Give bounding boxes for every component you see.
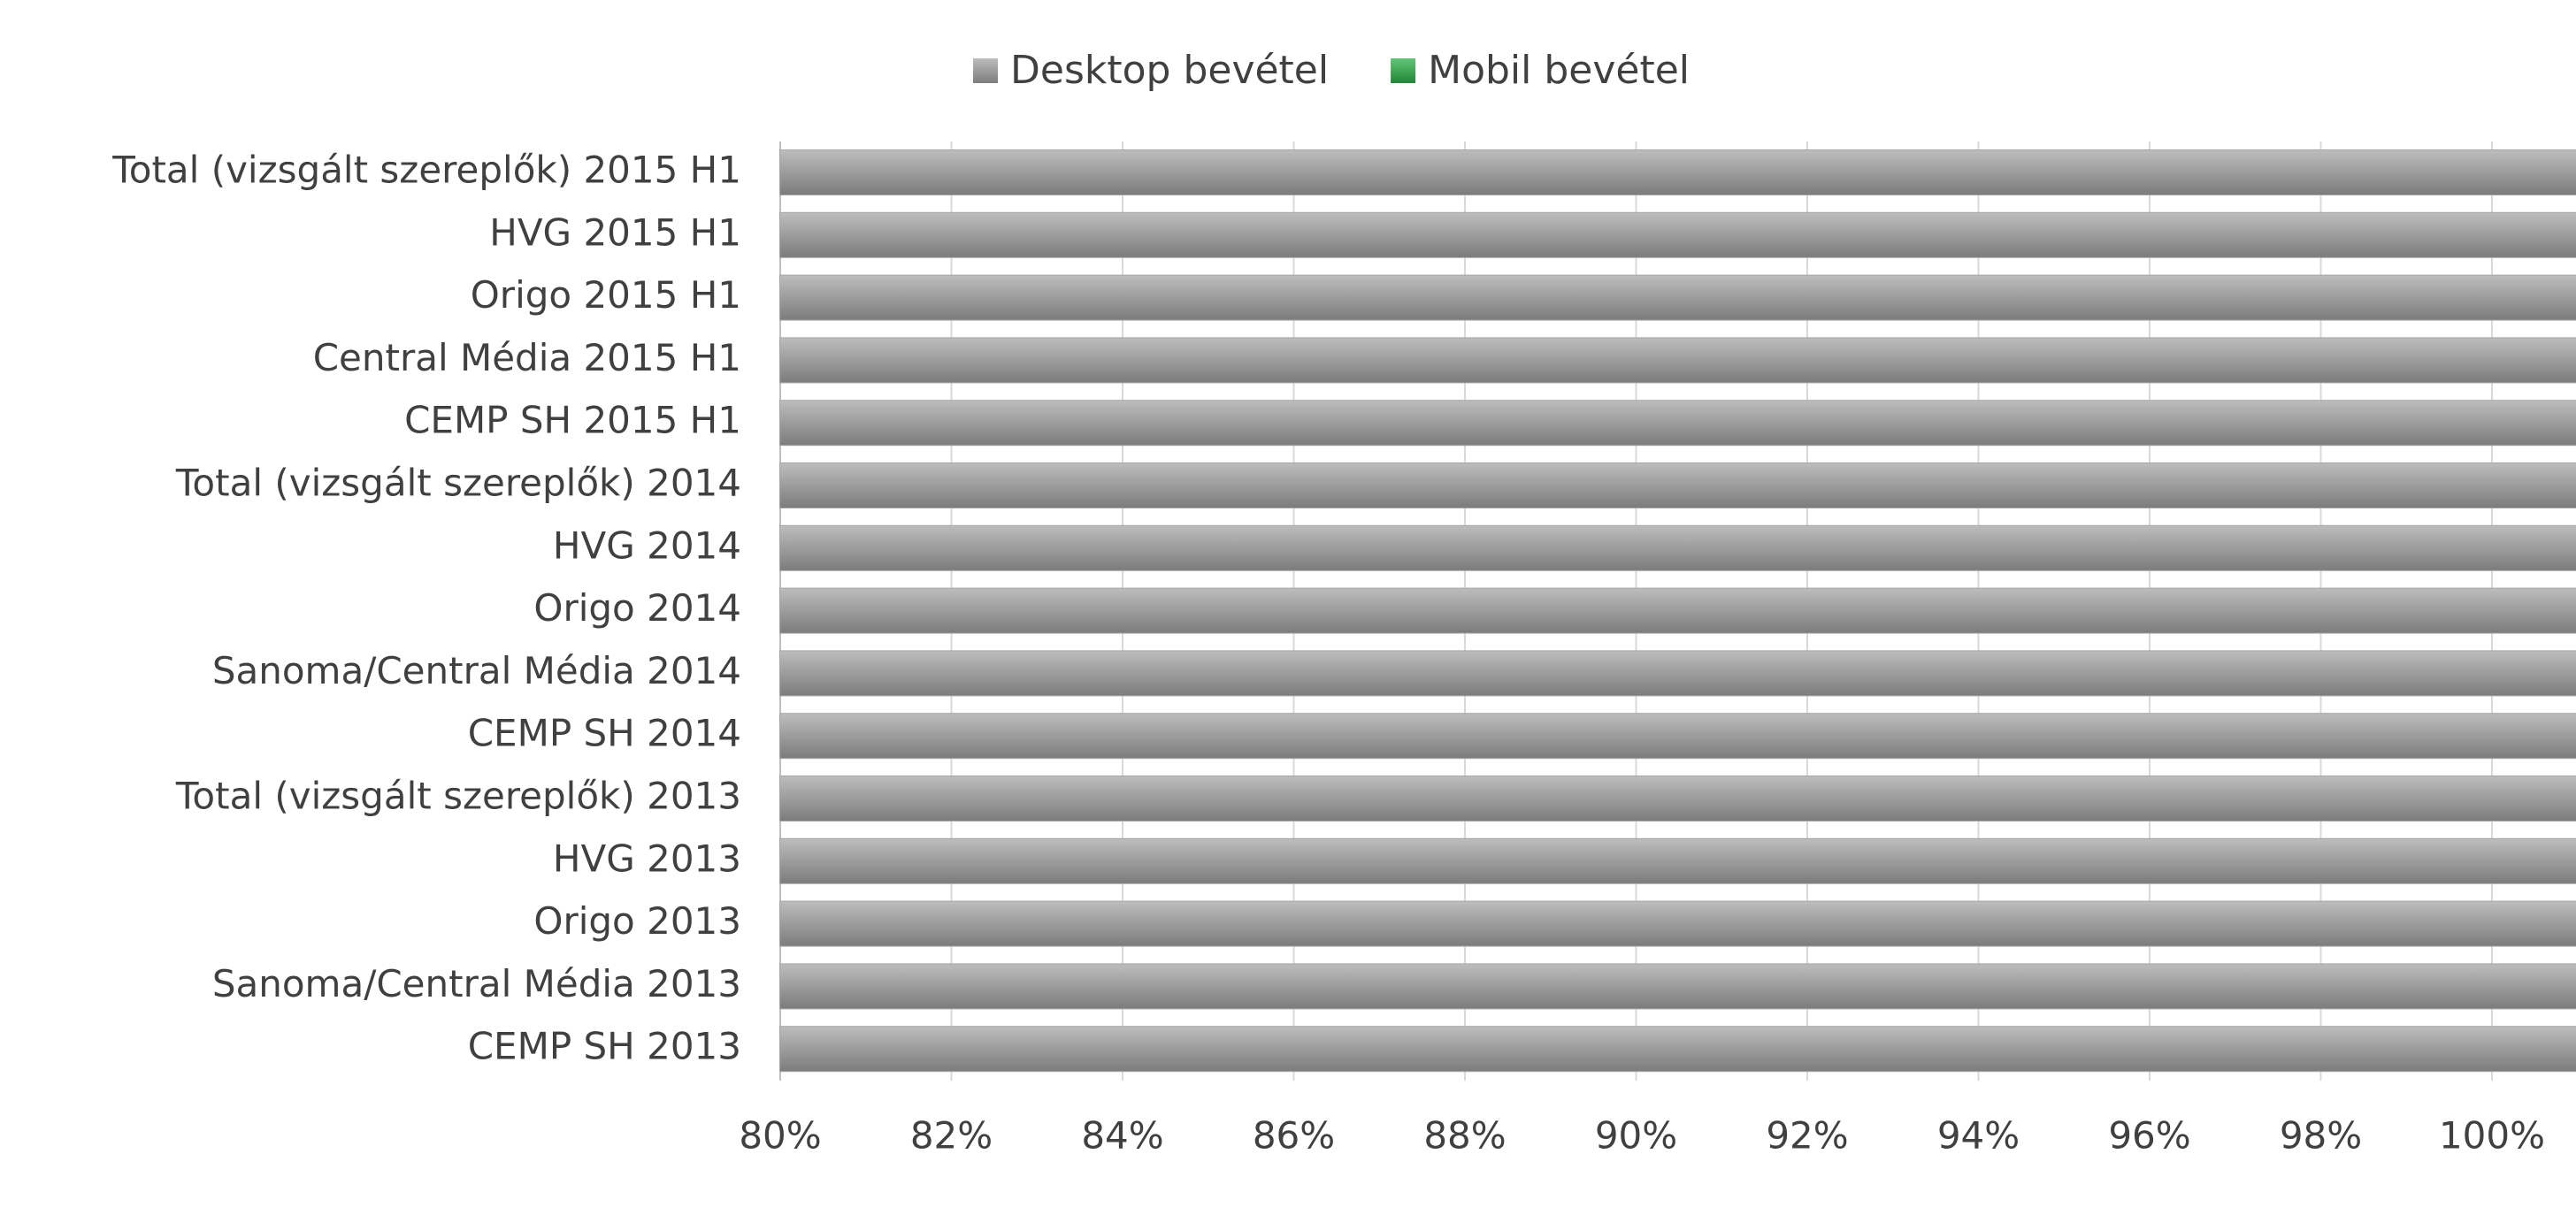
bar-shade — [780, 714, 2576, 759]
x-tick-label: 100% — [2439, 1114, 2545, 1158]
bar-shade — [780, 1027, 2576, 1072]
x-tick-label: 86% — [1253, 1114, 1335, 1158]
y-tick-label: Total (vizsgált szereplők) 2013 — [175, 775, 741, 818]
y-tick-label: HVG 2013 — [553, 837, 741, 880]
y-tick-label: CEMP SH 2013 — [468, 1025, 741, 1068]
bar-shade — [780, 150, 2576, 195]
bar-shade — [780, 463, 2576, 508]
bar-shade — [780, 651, 2576, 696]
legend-shade — [1391, 58, 1416, 83]
y-tick-label: Total (vizsgált szereplők) 2014 — [175, 462, 741, 505]
bar-shade — [780, 212, 2576, 257]
y-tick-label: Origo 2014 — [533, 586, 741, 630]
y-tick-label: Central Média 2015 H1 — [313, 336, 741, 379]
bar-shade — [780, 338, 2576, 383]
y-tick-label: Sanoma/Central Média 2014 — [212, 649, 741, 692]
x-tick-label: 82% — [910, 1114, 993, 1158]
y-tick-label: CEMP SH 2014 — [468, 712, 741, 755]
y-tick-label: Total (vizsgált szereplők) 2015 H1 — [111, 149, 741, 192]
bar-shade — [780, 838, 2576, 883]
bar-shade — [780, 275, 2576, 320]
x-tick-label: 84% — [1081, 1114, 1163, 1158]
bar-shade — [780, 401, 2576, 446]
x-tick-label: 98% — [2280, 1114, 2362, 1158]
y-tick-label: Sanoma/Central Média 2013 — [212, 962, 741, 1005]
bar-shade — [780, 776, 2576, 821]
x-tick-label: 90% — [1595, 1114, 1677, 1158]
y-tick-label: HVG 2014 — [553, 523, 741, 567]
x-tick-label: 94% — [1937, 1114, 2020, 1158]
bar-shade — [780, 588, 2576, 633]
legend-label: Desktop bevétel — [1010, 48, 1329, 93]
bar-shade — [780, 525, 2576, 570]
x-tick-label: 92% — [1766, 1114, 1848, 1158]
legend-label: Mobil bevétel — [1428, 48, 1690, 93]
x-tick-label: 96% — [2108, 1114, 2190, 1158]
y-tick-label: CEMP SH 2015 H1 — [404, 399, 741, 442]
bar-shade — [780, 964, 2576, 1009]
x-tick-label: 88% — [1423, 1114, 1506, 1158]
y-tick-label: Origo 2015 H1 — [471, 273, 741, 317]
legend-shade — [973, 58, 998, 83]
y-tick-label: Origo 2013 — [533, 899, 741, 943]
bar-shade — [780, 901, 2576, 946]
x-tick-label: 80% — [739, 1114, 821, 1158]
y-tick-label: HVG 2015 H1 — [489, 210, 741, 254]
